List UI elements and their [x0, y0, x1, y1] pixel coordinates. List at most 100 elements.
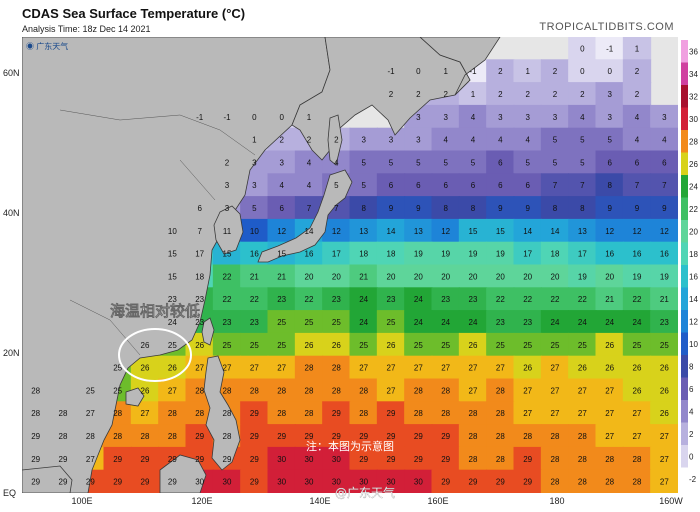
- sst-value: 27: [250, 364, 259, 373]
- sst-value: 28: [31, 386, 40, 395]
- sst-value: 4: [307, 158, 312, 167]
- sst-cell: [267, 378, 296, 403]
- sst-value: 1: [252, 136, 257, 145]
- sst-cell: [404, 469, 433, 493]
- sst-cell: [431, 173, 460, 198]
- sst-cell: [431, 469, 460, 493]
- sst-value: 24: [168, 318, 177, 327]
- sst-cell: [513, 355, 542, 380]
- sst-value: 30: [332, 455, 341, 464]
- sst-value: 2: [635, 90, 640, 99]
- sst-cell: [622, 196, 652, 220]
- sst-value: 6: [662, 158, 667, 167]
- colorbar-label: 16: [689, 272, 698, 281]
- colorbar-swatch: [681, 175, 688, 198]
- sst-value: 26: [660, 386, 669, 395]
- colorbar-swatch: [681, 287, 688, 311]
- sst-value: 0: [416, 67, 421, 76]
- sst-cell: [622, 127, 652, 152]
- sst-value: 3: [279, 158, 284, 167]
- sst-value: 13: [359, 227, 368, 236]
- sst-value: 15: [223, 250, 232, 259]
- sst-cell: [595, 446, 624, 471]
- sst-cell: [103, 446, 132, 471]
- sst-cell: [568, 127, 597, 152]
- sst-value: 29: [86, 478, 95, 487]
- sst-cell: [404, 150, 433, 175]
- sst-cell: [431, 104, 460, 129]
- sst-cell: [568, 150, 597, 175]
- colorbar-swatch: [681, 40, 688, 63]
- sst-value: 28: [305, 409, 314, 418]
- sst-value: 28: [332, 364, 341, 373]
- sst-cell: [322, 378, 351, 403]
- sst-cell: [404, 401, 433, 426]
- sst-cell: [486, 127, 515, 152]
- sst-cell: [650, 424, 678, 448]
- sst-cell: [458, 310, 488, 334]
- sst-cell: [349, 378, 378, 403]
- colorbar-swatch: [681, 152, 688, 176]
- sst-cell: [513, 310, 542, 334]
- indochina-tip: [22, 465, 73, 493]
- sst-cell: [622, 355, 652, 380]
- sst-value: 3: [607, 113, 612, 122]
- sst-value: 29: [195, 455, 204, 464]
- sst-value: 27: [660, 455, 669, 464]
- sst-value: 17: [332, 250, 341, 259]
- sst-value: 22: [551, 295, 560, 304]
- border-line: [69, 299, 141, 356]
- colorbar-label: 34: [689, 70, 698, 79]
- colorbar-label: 36: [689, 47, 698, 56]
- sst-cell: [458, 264, 488, 289]
- sst-cell: [486, 378, 515, 403]
- sst-cell: [431, 150, 460, 175]
- sst-cell: [540, 287, 570, 312]
- sst-cell: [622, 241, 652, 266]
- sst-cell: [130, 355, 160, 380]
- sst-cell: [294, 378, 324, 403]
- sst-cell: [486, 469, 515, 493]
- colorbar-swatch: [681, 220, 688, 243]
- sst-value: 8: [443, 204, 448, 213]
- sst-value: 15: [168, 250, 177, 259]
- korea: [213, 205, 244, 255]
- sst-cell: [431, 378, 460, 403]
- sst-cell: [294, 446, 324, 471]
- sst-value: 3: [361, 136, 366, 145]
- sst-value: 17: [578, 250, 587, 259]
- sst-value: 3: [416, 113, 421, 122]
- sst-value: 4: [443, 136, 448, 145]
- sst-value: 1: [525, 67, 530, 76]
- sst-cell: [568, 310, 597, 334]
- sst-cell: [240, 218, 269, 243]
- sst-value: 28: [551, 455, 560, 464]
- sst-value: 21: [250, 272, 259, 281]
- sst-cell: [650, 150, 678, 175]
- sst-value: 9: [607, 204, 612, 213]
- sst-value: 3: [252, 181, 257, 190]
- sst-value: 8: [580, 204, 585, 213]
- sst-value: 1: [307, 113, 312, 122]
- sst-value: 28: [359, 409, 368, 418]
- sst-value: 26: [141, 341, 150, 350]
- sst-cell: [267, 332, 296, 357]
- sst-value: 29: [414, 455, 423, 464]
- sst-value: 27: [387, 386, 396, 395]
- sst-cell: [458, 287, 488, 312]
- sst-cell: [486, 310, 515, 334]
- sst-value: 26: [605, 364, 614, 373]
- sst-cell: [158, 378, 187, 403]
- sst-value: 12: [633, 227, 642, 236]
- sst-cell: [294, 264, 324, 289]
- sst-value: 25: [305, 318, 314, 327]
- sst-cell: [650, 355, 678, 380]
- sst-value: 29: [31, 478, 40, 487]
- sst-value: 19: [414, 250, 423, 259]
- sst-cell: [650, 241, 678, 266]
- sst-cell: [568, 355, 597, 380]
- sst-value: 7: [197, 227, 202, 236]
- sst-value: 23: [195, 295, 204, 304]
- lon-label: 140E: [309, 496, 330, 506]
